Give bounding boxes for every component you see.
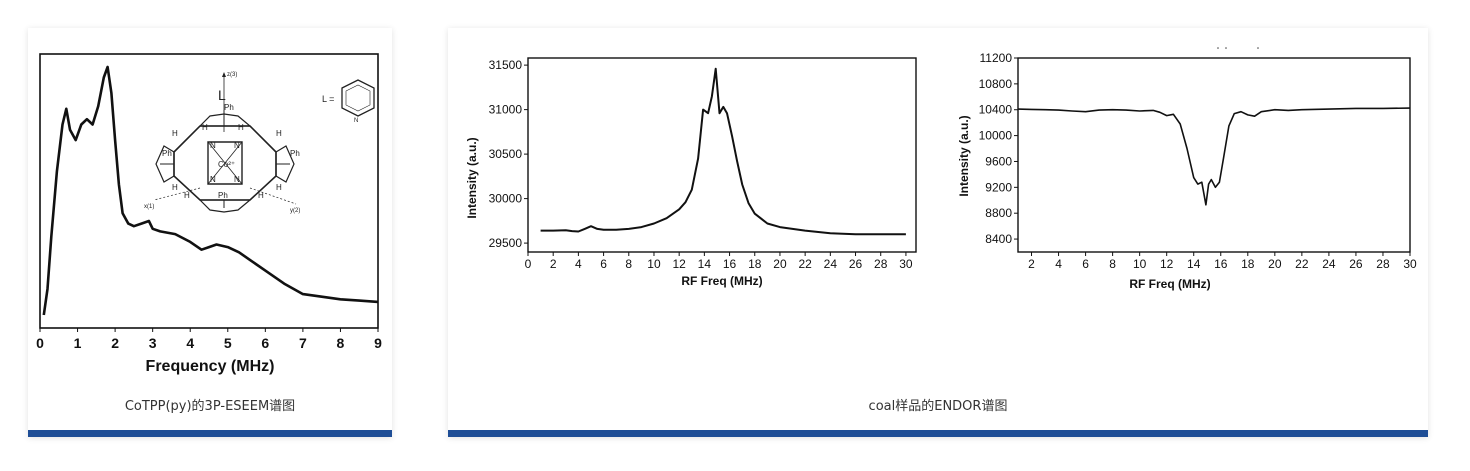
x-tick-label: 26 [849, 257, 863, 271]
y-tick-label: 29500 [489, 236, 523, 250]
x-tick-label: 9 [374, 335, 382, 351]
x-tick-label: 8 [625, 257, 632, 271]
series-line [1017, 107, 1411, 206]
accent-bar [28, 430, 392, 437]
eseem-chart: 0 1 2 3 4 5 6 7 8 9 Frequency (MHz) [36, 53, 382, 375]
x-tick-label: 8 [337, 335, 345, 351]
x-tick-label: 26 [1349, 257, 1363, 271]
x-tick-label: 24 [824, 257, 838, 271]
molecule-label: N [234, 175, 240, 184]
x-tick-label: 2 [550, 257, 557, 271]
molecule-label: N [210, 175, 216, 184]
molecule-label: z(3) [227, 72, 237, 78]
x-tick-label: 7 [299, 335, 307, 351]
x-tick-label: 6 [1082, 257, 1089, 271]
x-tick-label: 10 [647, 257, 661, 271]
x-tick-label: 4 [186, 335, 194, 351]
molecule-label: H [202, 123, 208, 132]
x-tick-label: 3 [149, 335, 157, 351]
x-tick-label: 0 [36, 335, 44, 351]
chart-card-eseem: 0 1 2 3 4 5 6 7 8 9 Frequency (MHz) [28, 28, 392, 437]
stray-marks [1217, 47, 1259, 49]
molecule-label: H [172, 183, 178, 192]
molecule-label: H [184, 191, 190, 200]
x-tick-label: 6 [261, 335, 269, 351]
x-tick-label: 14 [1187, 257, 1201, 271]
molecule-label: H [172, 129, 178, 138]
x-tick-label: 2 [1028, 257, 1035, 271]
x-axis-title: Frequency (MHz) [146, 358, 275, 375]
y-tick-label: 8400 [985, 232, 1012, 246]
plot-frame [1017, 57, 1411, 253]
x-tick-label: 5 [224, 335, 232, 351]
chart-caption: CoTPP(py)的3P-ESEEM谱图 [124, 399, 296, 414]
y-axis-title: Intensity (a.u.) [957, 115, 971, 196]
chart-card-endor: 0 2 4 6 8 10 12 14 16 18 20 22 24 26 28 30 29500 30000 305… [448, 28, 1428, 437]
y-tick-label: 10400 [979, 103, 1013, 117]
molecule-label: N [234, 141, 240, 150]
molecule-label: L [218, 87, 226, 103]
molecule-label: Ph [290, 149, 300, 158]
molecule-label: Ph [218, 191, 228, 200]
x-tick-label: 28 [874, 257, 888, 271]
molecule-label: H [276, 129, 282, 138]
x-tick-label: 30 [899, 257, 913, 271]
y-tick-label: 31000 [489, 103, 523, 117]
molecule-label: x(1) [144, 204, 154, 210]
x-tick-label: 2 [111, 335, 119, 351]
y-tick-label: 9600 [985, 154, 1012, 168]
x-tick-label: 18 [1241, 257, 1255, 271]
y-tick-label: 9200 [985, 180, 1012, 194]
chart-caption: coal样品的ENDOR谱图 [868, 399, 1008, 414]
x-tick-label: 18 [748, 257, 762, 271]
molecule-label: N [210, 141, 216, 150]
y-tick-label: 10800 [979, 77, 1013, 91]
x-tick-label: 4 [575, 257, 582, 271]
y-axis-title: Intensity (a.u.) [465, 137, 479, 218]
x-tick-label: 20 [773, 257, 787, 271]
plot-frame [39, 53, 379, 329]
y-tick-label: 8800 [985, 206, 1012, 220]
x-tick-label: 1 [74, 335, 82, 351]
endor-chart-right: 2 4 6 8 10 12 14 16 18 20 22 24 26 28 3084008800920096… [957, 47, 1417, 291]
x-tick-label: 24 [1322, 257, 1336, 271]
molecule-label: H [276, 183, 282, 192]
x-tick-label: 22 [798, 257, 812, 271]
y-tick-label: 30000 [489, 192, 523, 206]
molecule-label: L = [322, 94, 334, 104]
x-tick-label: 30 [1403, 257, 1417, 271]
endor-chart-left: 0 2 4 6 8 10 12 14 16 18 20 22 24 26 28 302950030000305… [465, 57, 917, 288]
molecule-label: H [238, 123, 244, 132]
y-tick-label: 31500 [489, 58, 523, 72]
plot-frame [527, 57, 917, 253]
x-tick-label: 6 [600, 257, 607, 271]
molecule-structure-diagram [153, 72, 375, 213]
series-line [42, 65, 379, 316]
molecule-label: y(2) [290, 208, 300, 214]
molecule-label: H [258, 191, 264, 200]
accent-bar [448, 430, 1428, 437]
y-tick-label: 11200 [980, 51, 1013, 65]
x-tick-label: 22 [1295, 257, 1309, 271]
x-tick-label: 0 [525, 257, 532, 271]
x-tick-label: 12 [1160, 257, 1174, 271]
molecule-label: N [354, 118, 358, 124]
molecule-label: Ph [224, 103, 234, 112]
x-tick-label: 20 [1268, 257, 1282, 271]
x-tick-label: 14 [698, 257, 712, 271]
x-axis-title: RF Freq (MHz) [1129, 277, 1210, 291]
x-tick-label: 8 [1109, 257, 1116, 271]
x-axis-title: RF Freq (MHz) [681, 274, 762, 288]
x-tick-label: 28 [1376, 257, 1390, 271]
y-tick-label: 30500 [489, 147, 523, 161]
x-tick-label: 4 [1055, 257, 1062, 271]
y-tick-label: 10000 [979, 129, 1013, 143]
x-tick-label: 10 [1133, 257, 1147, 271]
x-tick-label: 16 [1214, 257, 1228, 271]
x-tick-label: 12 [672, 257, 686, 271]
x-tick-label: 16 [723, 257, 737, 271]
series-line [540, 67, 906, 236]
molecule-label: Co²⁺ [218, 160, 235, 169]
molecule-label: Ph [162, 149, 172, 158]
